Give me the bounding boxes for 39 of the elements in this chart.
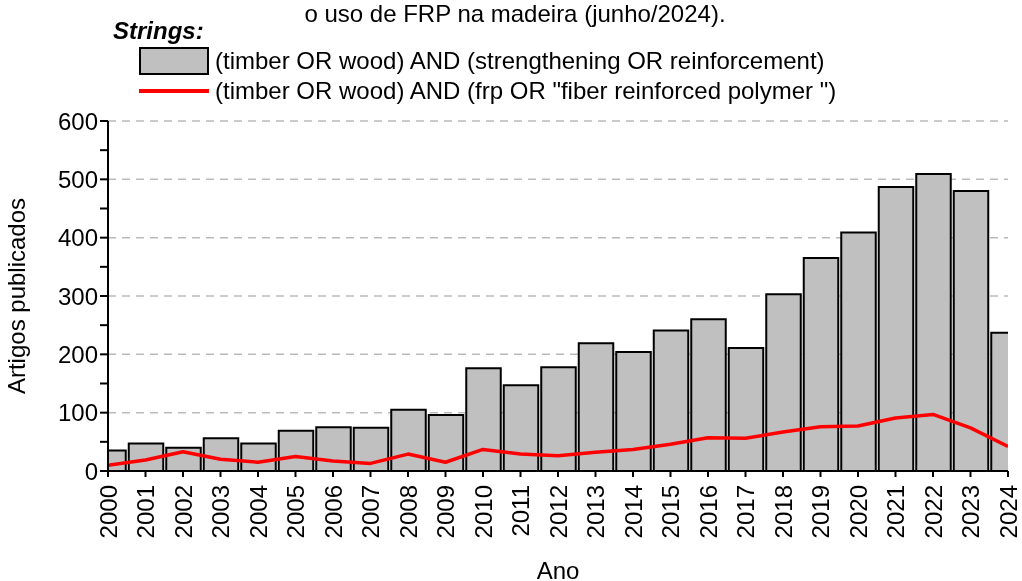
legend-label: (timber OR wood) AND (frp OR "fiber reinforced polymer ") [215, 76, 837, 106]
x-tick-label: 2015 [657, 485, 684, 539]
x-tick-label: 2009 [432, 485, 459, 539]
x-tick-label: 2010 [469, 485, 497, 539]
y-tick-label: 200 [57, 340, 98, 368]
legend-label: (timber OR wood) AND (strengthening OR reinforcement) [215, 46, 825, 76]
x-tick-label: 2023 [957, 485, 984, 539]
x-axis-title: Ano [536, 557, 580, 581]
legend-title: Strings: [113, 17, 204, 44]
x-tick-label: 2000 [94, 485, 122, 539]
x-tick-label: 2001 [132, 485, 159, 539]
x-tick-label: 2007 [357, 485, 384, 539]
x-tick-label: 2005 [282, 485, 309, 539]
x-tick-label: 2021 [882, 485, 909, 539]
x-tick-label: 2003 [207, 485, 234, 539]
y-tick-label: 600 [57, 107, 98, 135]
y-tick-label: 500 [57, 165, 98, 193]
x-tick-label: 2004 [244, 485, 272, 539]
x-tick-label: 2019 [807, 485, 834, 539]
y-tick-label: 400 [57, 224, 98, 252]
x-tick-label: 2017 [732, 485, 759, 539]
x-tick-label: 2013 [582, 485, 609, 539]
y-tick-label: 300 [57, 282, 98, 310]
x-tick-label: 2012 [544, 485, 572, 539]
x-tick-label: 2011 [507, 485, 534, 537]
y-tick-label: 100 [57, 399, 98, 427]
x-tick-label: 2018 [769, 485, 797, 539]
x-tick-label: 2002 [169, 485, 197, 539]
chart-title: o uso de FRP na madeira (junho/2024). [304, 0, 726, 27]
line-series [108, 412, 1008, 467]
y-tick-label: 0 [84, 457, 98, 485]
x-tick-label: 2006 [319, 485, 347, 539]
x-tick-label: 2020 [844, 485, 872, 539]
x-tick-label: 2022 [919, 485, 947, 539]
x-tick-label: 2008 [394, 485, 422, 539]
x-tick-label: 2016 [694, 485, 722, 539]
x-tick-label: 2014 [619, 485, 647, 539]
x-tick-label: 2024 [994, 485, 1022, 539]
y-axis-title: Artigos publicados [2, 197, 30, 395]
